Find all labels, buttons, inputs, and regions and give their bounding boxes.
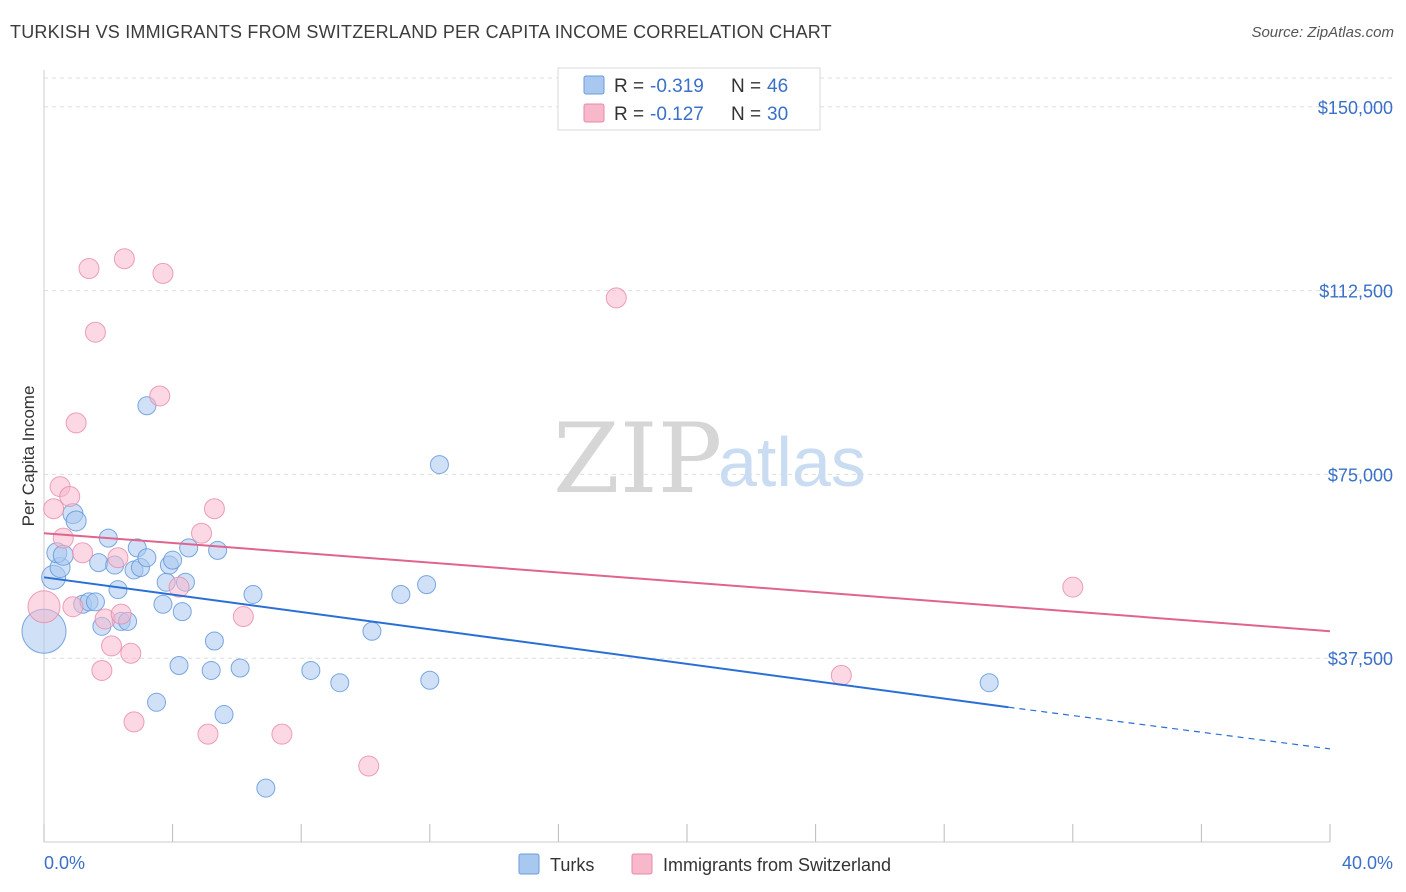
turks-trend-line bbox=[43, 576, 1009, 709]
turks-point-9 bbox=[85, 592, 105, 612]
swiss-point-1 bbox=[43, 498, 65, 520]
swiss-point-21 bbox=[191, 522, 213, 544]
swiss-point-19 bbox=[152, 262, 174, 284]
turks-point-39 bbox=[330, 673, 350, 693]
turks-point-36 bbox=[243, 584, 263, 604]
swiss-point-20 bbox=[168, 576, 190, 598]
y-tick-label-3: $150,000 bbox=[1318, 98, 1393, 118]
turks-point-45 bbox=[979, 673, 999, 693]
swiss-point-18 bbox=[149, 385, 171, 407]
swiss-point-22 bbox=[197, 723, 219, 745]
turks-point-28 bbox=[172, 602, 192, 622]
turks-point-40 bbox=[362, 621, 382, 641]
turks-point-32 bbox=[204, 631, 224, 651]
swiss-point-28 bbox=[830, 664, 852, 686]
y-tick-labels: $37,500 $75,000 $112,500 $150,000 bbox=[1318, 98, 1393, 669]
swiss-point-15 bbox=[113, 248, 135, 270]
legend-bottom-label-turks: Turks bbox=[550, 855, 594, 875]
swiss-point-24 bbox=[232, 606, 254, 628]
swiss-point-6 bbox=[65, 412, 87, 434]
swiss-point-7 bbox=[72, 542, 94, 564]
legend-r-label-swiss: R = bbox=[614, 104, 644, 125]
swiss-point-14 bbox=[110, 603, 132, 625]
turks-point-31 bbox=[201, 660, 221, 680]
legend-r-value-swiss: -0.127 bbox=[650, 104, 704, 125]
swiss-point-12 bbox=[101, 635, 123, 657]
turks-point-35 bbox=[230, 658, 250, 678]
chart-title: TURKISH VS IMMIGRANTS FROM SWITZERLAND P… bbox=[10, 22, 832, 42]
swiss-point-25 bbox=[271, 723, 293, 745]
legend-bottom-label-swiss: Immigrants from Switzerland bbox=[663, 855, 891, 875]
turks-point-44 bbox=[429, 455, 449, 475]
turks-point-38 bbox=[301, 660, 321, 680]
turks-point-42 bbox=[417, 575, 437, 595]
swiss-point-8 bbox=[78, 258, 100, 280]
swiss-point-26 bbox=[358, 755, 380, 777]
data-points bbox=[21, 248, 1084, 798]
legend-n-label-swiss: N = bbox=[731, 104, 761, 125]
turks-point-6 bbox=[65, 510, 87, 532]
swiss-point-0 bbox=[27, 590, 61, 624]
legend-swatch-turks bbox=[583, 75, 605, 95]
swiss-point-16 bbox=[120, 642, 142, 664]
swiss-point-23 bbox=[203, 498, 225, 520]
watermark-atlas: atlas bbox=[718, 423, 866, 501]
swiss-point-13 bbox=[107, 547, 129, 569]
swiss-trend-line bbox=[43, 532, 1331, 633]
y-axis-title: Per Capita Income bbox=[19, 386, 38, 527]
turks-point-34 bbox=[214, 705, 234, 725]
turks-point-20 bbox=[137, 548, 157, 568]
turks-point-37 bbox=[256, 778, 276, 798]
swiss-point-4 bbox=[59, 485, 81, 507]
legend-r-value-turks: -0.319 bbox=[650, 76, 704, 97]
legend-top: R = -0.319 N = 46 R = -0.127 N = 30 bbox=[557, 67, 821, 131]
legend-bottom: Turks Immigrants from Switzerland bbox=[518, 853, 891, 875]
swiss-point-27 bbox=[605, 287, 627, 309]
turks-point-27 bbox=[169, 656, 189, 676]
watermark: ZIP atlas bbox=[553, 403, 866, 515]
x-tick-labels: 0.0% 40.0% bbox=[44, 853, 1393, 873]
turks-point-26 bbox=[163, 550, 183, 570]
x-tick-label-0: 0.0% bbox=[44, 853, 85, 873]
y-tick-label-0: $37,500 bbox=[1328, 649, 1393, 669]
turks-point-23 bbox=[153, 594, 173, 614]
swiss-point-29 bbox=[1062, 576, 1084, 598]
turks-point-30 bbox=[179, 538, 199, 558]
y-tick-label-1: $75,000 bbox=[1328, 465, 1393, 485]
trend-lines bbox=[43, 532, 1331, 750]
grid-lines bbox=[44, 77, 1394, 659]
swiss-point-17 bbox=[123, 711, 145, 733]
y-tick-label-2: $112,500 bbox=[1319, 282, 1393, 302]
legend-swatch-swiss bbox=[583, 103, 605, 123]
legend-bottom-swatch-turks bbox=[518, 853, 540, 875]
turks-point-14 bbox=[108, 580, 128, 600]
swiss-point-5 bbox=[62, 596, 84, 618]
source-credit: Source: ZipAtlas.com bbox=[1251, 24, 1394, 41]
turks-point-22 bbox=[147, 692, 167, 712]
turks-point-43 bbox=[420, 670, 440, 690]
legend-n-value-swiss: 30 bbox=[767, 104, 788, 125]
turks-point-33 bbox=[208, 540, 228, 560]
watermark-zip: ZIP bbox=[553, 403, 722, 515]
turks-point-41 bbox=[391, 584, 411, 604]
turks-trend-extension bbox=[1008, 706, 1331, 750]
x-tick-label-1: 40.0% bbox=[1342, 853, 1393, 873]
legend-bottom-swatch-swiss bbox=[631, 853, 653, 875]
legend-n-label-turks: N = bbox=[731, 76, 761, 97]
swiss-point-9 bbox=[84, 321, 106, 343]
legend-n-value-turks: 46 bbox=[767, 76, 788, 97]
axes bbox=[43, 70, 1331, 843]
swiss-point-10 bbox=[91, 659, 113, 681]
swiss-point-3 bbox=[52, 527, 74, 549]
legend-r-label-turks: R = bbox=[614, 76, 644, 97]
